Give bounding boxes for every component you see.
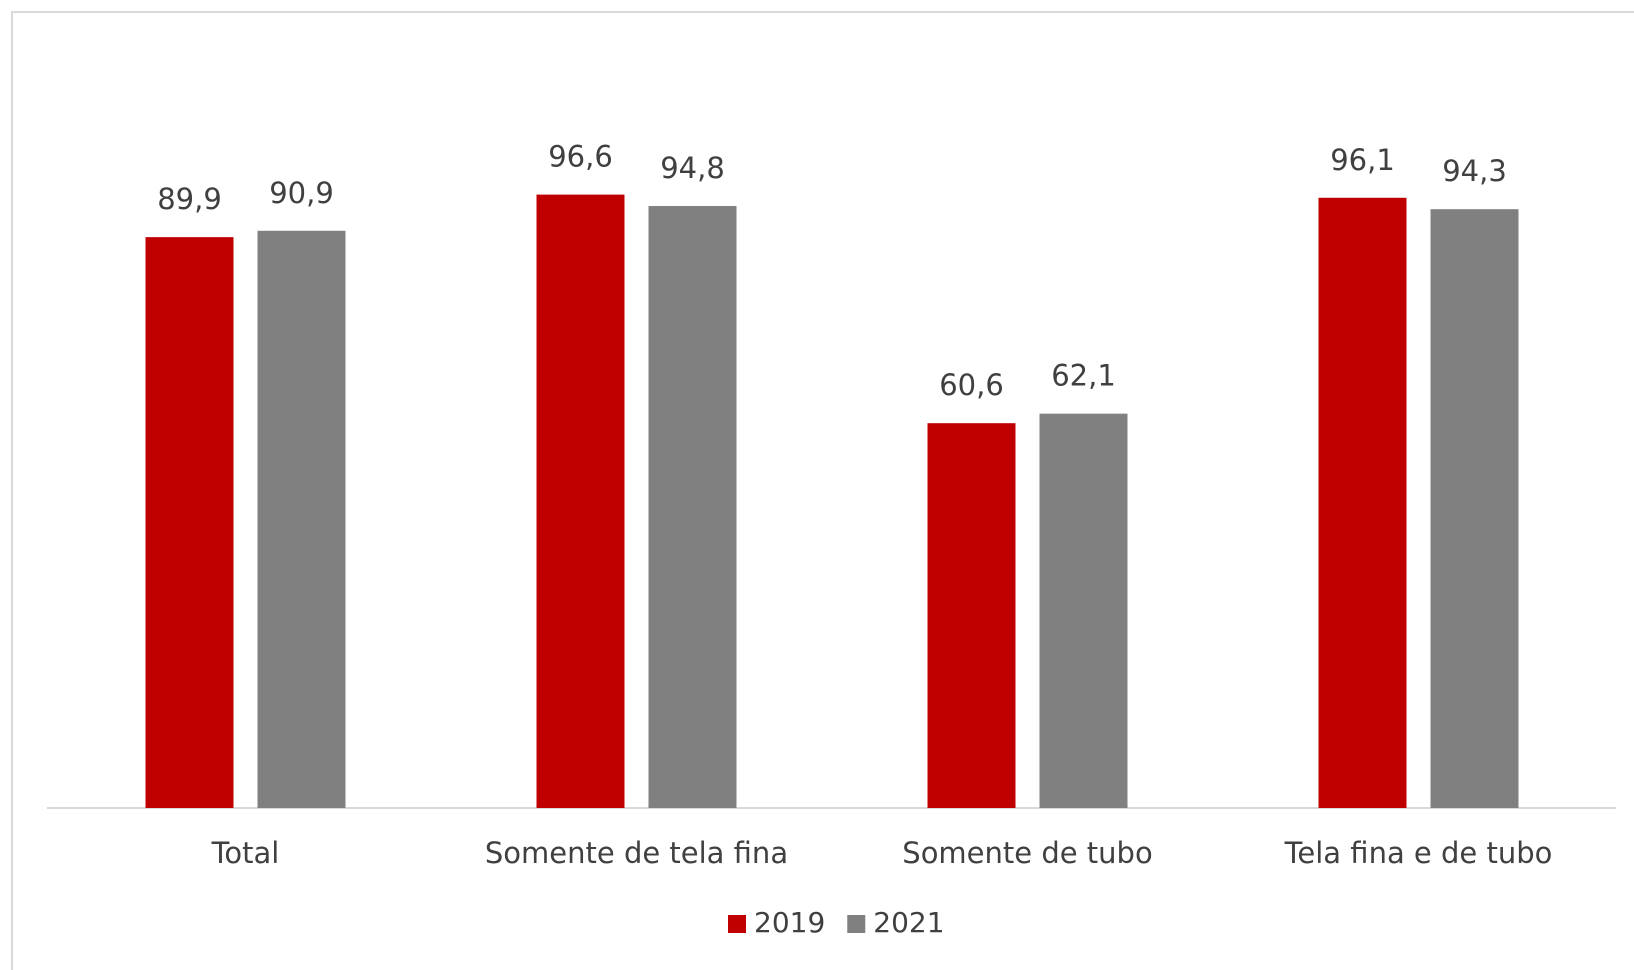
bar bbox=[1039, 413, 1128, 808]
bar bbox=[1430, 209, 1519, 808]
data-label: 89,9 bbox=[157, 182, 222, 216]
legend-label: 2019 bbox=[754, 906, 825, 939]
data-label: 60,6 bbox=[939, 368, 1004, 402]
bar bbox=[927, 423, 1016, 808]
data-label: 94,3 bbox=[1442, 154, 1507, 188]
bar bbox=[257, 230, 346, 808]
x-tick-label: Somente de tela fina bbox=[485, 836, 788, 870]
data-label: 96,6 bbox=[548, 140, 613, 174]
data-label: 62,1 bbox=[1051, 359, 1116, 393]
data-label: 94,8 bbox=[660, 151, 725, 185]
x-tick-label: Total bbox=[211, 836, 280, 870]
legend-swatch bbox=[728, 915, 746, 933]
legend-label: 2021 bbox=[873, 906, 944, 939]
bar bbox=[1318, 197, 1407, 808]
data-label: 90,9 bbox=[269, 176, 334, 210]
bar bbox=[648, 206, 737, 808]
x-tick-label: Somente de tubo bbox=[902, 836, 1152, 870]
data-label: 96,1 bbox=[1330, 143, 1395, 177]
x-tick-label: Tela fina e de tubo bbox=[1284, 836, 1553, 870]
bar bbox=[536, 194, 625, 809]
legend-swatch bbox=[847, 915, 866, 933]
bar bbox=[145, 237, 234, 808]
